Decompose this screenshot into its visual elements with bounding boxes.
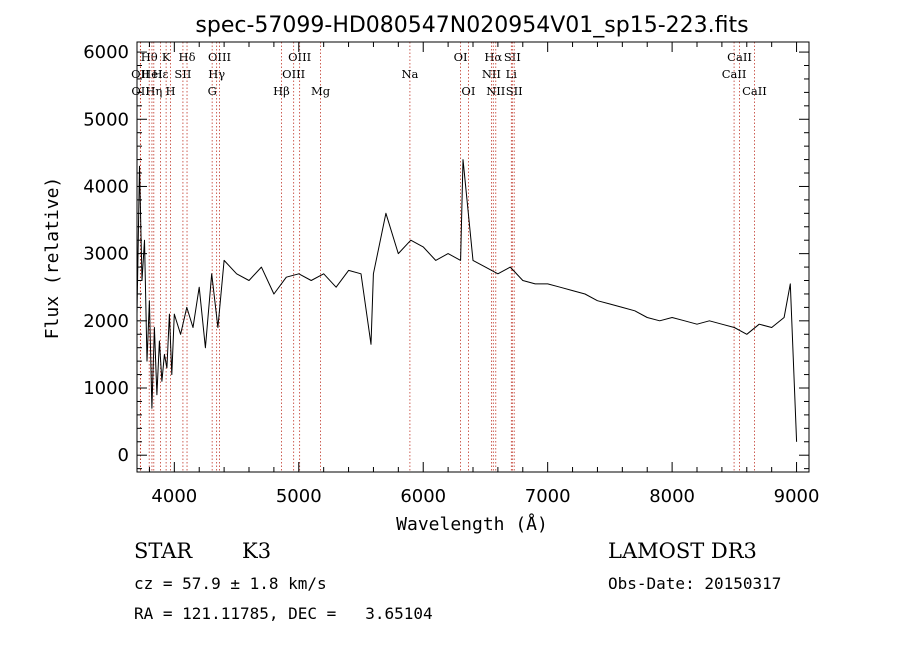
spectral-line-label: SII <box>174 67 191 81</box>
spectral-line-label: SII <box>504 50 521 64</box>
spectral-line-label: OI <box>454 50 468 64</box>
y-tick-label: 5000 <box>83 109 129 130</box>
obs-date: Obs-Date: 20150317 <box>608 574 782 593</box>
spectral-line-label: NII <box>486 84 505 98</box>
spectral-line-label: CaII <box>722 67 747 81</box>
spectrum-chart: spec-57099-HD080547N020954V01_sp15-223.f… <box>42 13 820 535</box>
chart-title: spec-57099-HD080547N020954V01_sp15-223.f… <box>195 13 748 38</box>
spectral-line-label: Li <box>506 67 518 81</box>
spectral-line-label: Hγ <box>208 67 225 81</box>
y-axis-ticks: 0 1000 2000 3000 4000 5000 6000 <box>83 42 809 470</box>
redshift-cz: cz = 57.9 ± 1.8 km/s <box>134 574 327 593</box>
plot-frame <box>136 41 810 473</box>
y-tick-label: 6000 <box>83 42 129 63</box>
spectral-line-label: CaII <box>727 50 752 64</box>
spectral-line-label: Hε <box>153 67 169 81</box>
y-axis-label: Flux (relative) <box>42 177 63 340</box>
y-tick-label: 1000 <box>83 378 129 399</box>
x-tick-label: 5000 <box>276 486 322 507</box>
object-subclass: K3 <box>242 539 272 563</box>
x-tick-label: 6000 <box>400 486 446 507</box>
spectral-line-label: OIII <box>288 50 311 64</box>
spectral-line-label: Mg <box>311 84 331 98</box>
spectral-line-label: OI <box>461 84 475 98</box>
spectral-line-label: Hα <box>484 50 502 64</box>
spectral-line-label: SII <box>506 84 523 98</box>
y-tick-label: 2000 <box>83 311 129 332</box>
spectral-line-label: HeI <box>141 67 162 81</box>
coordinates: RA = 121.11785, DEC = 3.65104 <box>134 604 433 623</box>
x-tick-label: 9000 <box>774 486 820 507</box>
spectral-line-label: Hδ <box>179 50 196 64</box>
series-layer <box>136 159 798 442</box>
object-class: STAR <box>134 539 193 563</box>
spectral-line-label: OIII <box>282 67 305 81</box>
x-axis-ticks: 4000 5000 6000 7000 8000 9000 <box>148 42 820 507</box>
y-tick-label: 3000 <box>83 244 129 265</box>
spectral-line-label: OII <box>131 84 150 98</box>
x-tick-label: 8000 <box>649 486 695 507</box>
spectral-line-label: CaII <box>742 84 767 98</box>
spectral-line-label: NII <box>482 67 501 81</box>
x-axis-label: Wavelength (Å) <box>396 513 548 535</box>
x-tick-label: 7000 <box>525 486 571 507</box>
y-tick-label: 4000 <box>83 176 129 197</box>
spectral-line-label: Na <box>401 67 418 81</box>
flux-series-line <box>136 159 798 442</box>
spectral-line-label: OIII <box>208 50 231 64</box>
spectral-line-label: H <box>165 84 175 98</box>
spectral-line-label: G <box>208 84 217 98</box>
spectral-line-label: Hη <box>145 84 162 98</box>
y-tick-label: 0 <box>118 445 129 466</box>
spectral-line-label: Hβ <box>273 84 290 98</box>
survey-label: LAMOST DR3 <box>608 539 757 563</box>
spectral-line-label: K <box>162 50 171 64</box>
x-tick-label: 4000 <box>151 486 197 507</box>
